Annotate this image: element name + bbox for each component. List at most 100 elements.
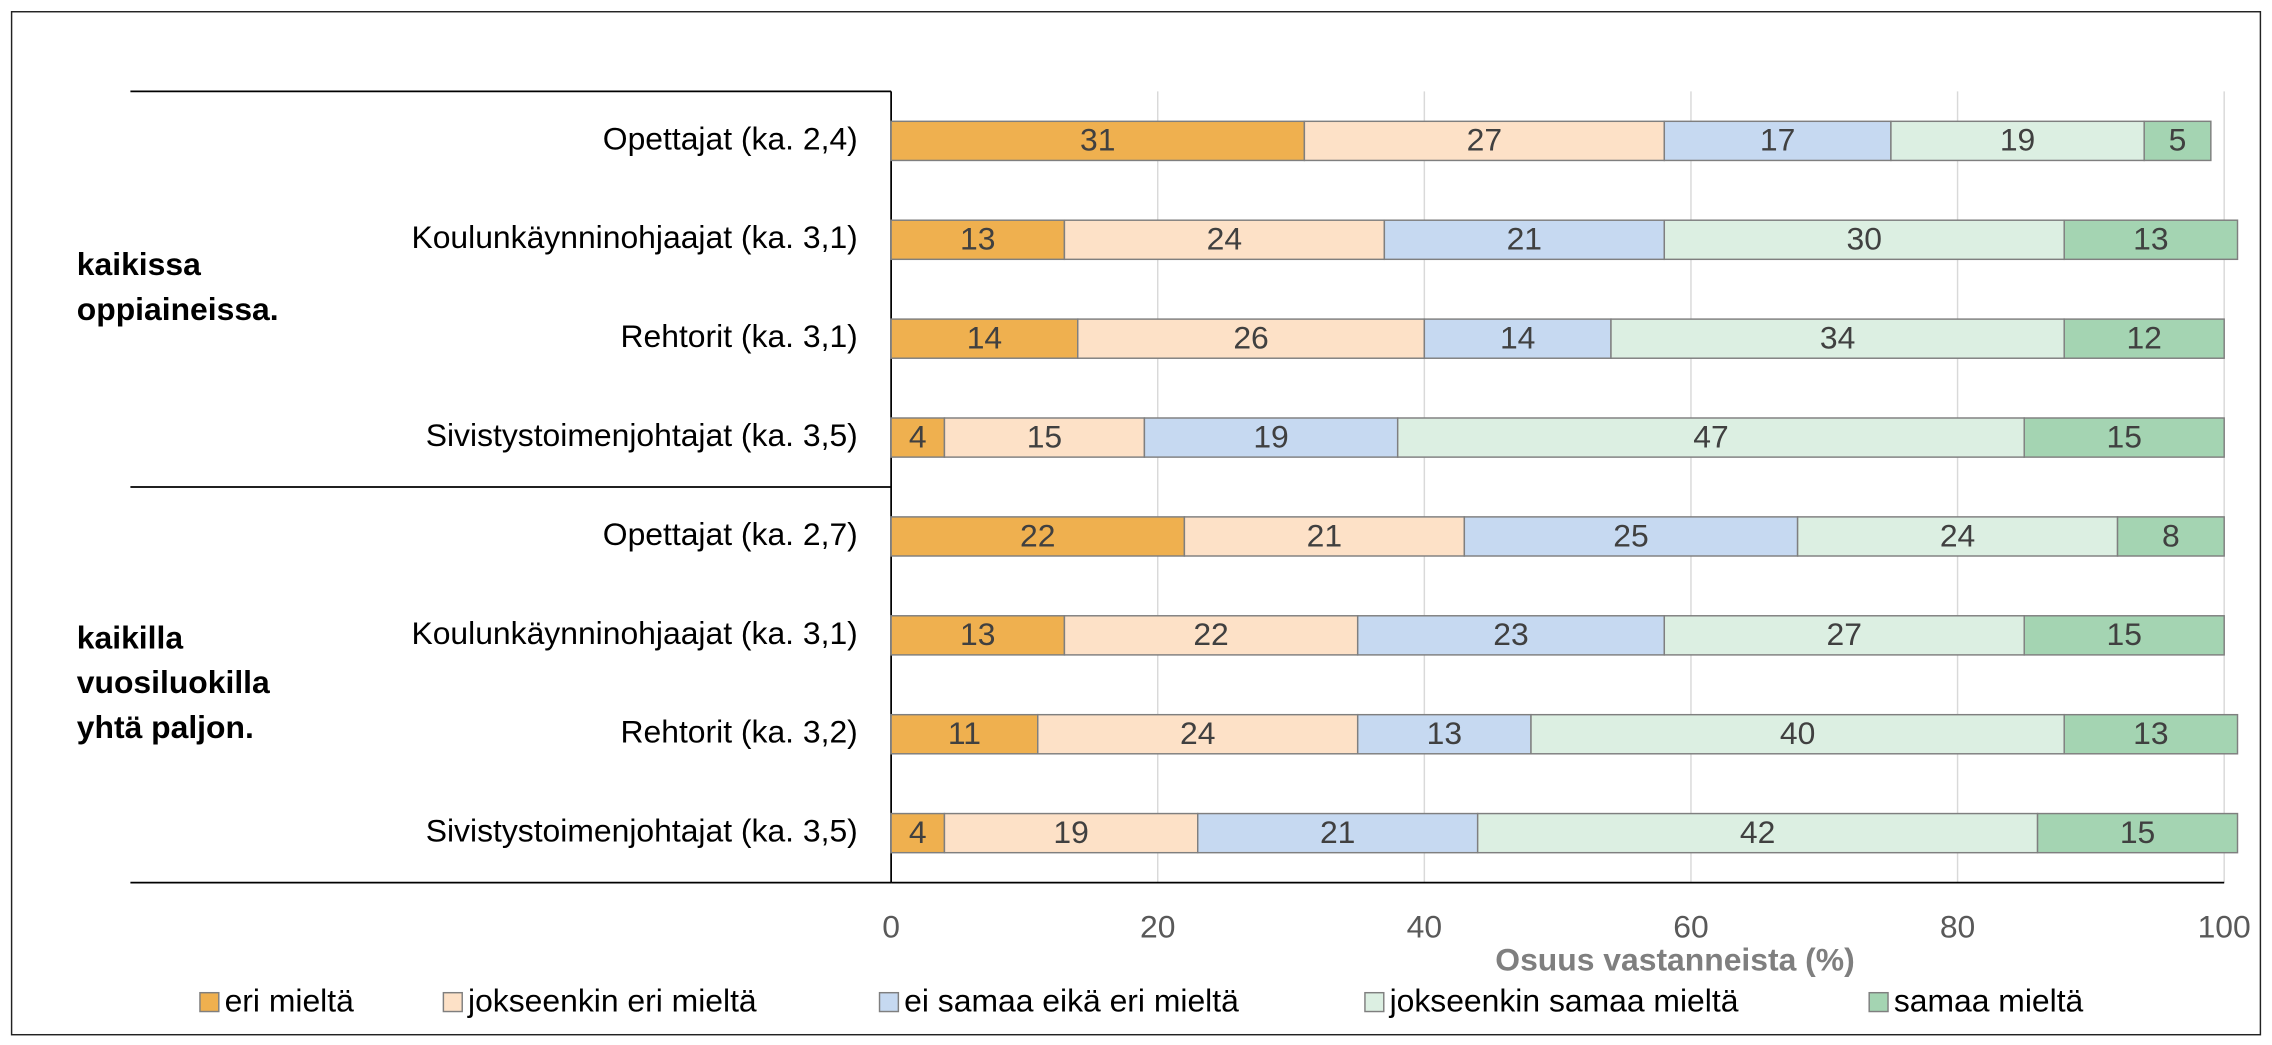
value-label: 13 [960, 616, 995, 652]
bar-segment [1890, 120, 2145, 162]
y-tick-label: Rehtorit (ka. 3,1) [621, 318, 858, 354]
bar-segment [1423, 318, 1612, 359]
value-label: 17 [1760, 122, 1795, 158]
value-label: 42 [1740, 814, 1775, 850]
value-label: 27 [1467, 122, 1502, 158]
bar-segment [2036, 812, 2239, 854]
legend-swatch [1868, 991, 1889, 1013]
y-tick-label: Rehtorit (ka. 3,2) [621, 714, 858, 750]
bar-segment [2023, 417, 2225, 458]
value-label: 14 [1500, 320, 1535, 356]
x-tick-label: 20 [1140, 908, 1175, 944]
value-label: 24 [1180, 715, 1215, 751]
bar-segment [2143, 120, 2212, 162]
value-label: 12 [2126, 320, 2161, 356]
bar-segment [2023, 615, 2225, 656]
value-label: 22 [1020, 517, 1055, 553]
y-tick-label: Opettajat (ka. 2,4) [603, 120, 858, 156]
value-label: 21 [1320, 814, 1355, 850]
bar-segment [1610, 318, 2065, 359]
bar-segment [1356, 615, 1666, 656]
value-label: 24 [1207, 221, 1242, 257]
y-tick-label: Opettajat (ka. 2,7) [603, 516, 858, 552]
value-label: 23 [1493, 616, 1528, 652]
bar-segment [2063, 713, 2239, 755]
legend-label: ei samaa eikä eri mieltä [904, 982, 1239, 1018]
value-label: 25 [1613, 517, 1648, 553]
value-label: 13 [2133, 715, 2168, 751]
bar-segment [890, 417, 946, 458]
bar-segment [2116, 516, 2225, 557]
x-axis-label: Osuus vastanneista (%) [1495, 942, 1854, 978]
value-label: 15 [2106, 418, 2141, 454]
group-label: vuosiluokilla [77, 664, 270, 700]
value-label: 4 [909, 418, 927, 454]
bar-segment [1663, 120, 1892, 162]
x-tick-label: 100 [2198, 908, 2251, 944]
bar-segment [1663, 219, 2065, 261]
x-tick-label: 60 [1673, 908, 1708, 944]
value-label: 15 [1027, 418, 1062, 454]
x-tick-label: 40 [1407, 908, 1442, 944]
value-label: 15 [2106, 616, 2141, 652]
bar-segment [890, 812, 946, 854]
y-tick-label: Sivistystoimenjohtajat (ka. 3,5) [426, 417, 858, 453]
bar-segment [1063, 219, 1386, 261]
legend-label: jokseenkin samaa mieltä [1389, 982, 1739, 1018]
bar-segment [1463, 516, 1799, 557]
value-label: 4 [909, 814, 927, 850]
bar-segment [890, 615, 1066, 656]
legend-label: samaa mieltä [1894, 982, 2084, 1018]
value-label: 22 [1193, 616, 1228, 652]
bar-segment [943, 417, 1146, 458]
bar-segment [890, 219, 1066, 261]
value-label: 19 [1053, 814, 1088, 850]
value-label: 27 [1827, 616, 1862, 652]
value-label: 11 [948, 715, 981, 751]
bar-segment [1303, 120, 1666, 162]
value-label: 13 [960, 221, 995, 257]
bar-segment [2063, 219, 2239, 261]
bar-segment [1197, 812, 1479, 854]
value-label: 30 [1847, 221, 1882, 257]
group-label: yhtä paljon. [77, 709, 254, 745]
bar-segment [1143, 417, 1399, 458]
y-tick-label: Sivistystoimenjohtajat (ka. 3,5) [426, 813, 858, 849]
value-label: 34 [1820, 320, 1855, 356]
x-tick-label: 80 [1940, 908, 1975, 944]
value-label: 31 [1080, 122, 1115, 158]
value-label: 8 [2162, 517, 2180, 553]
y-tick-label: Koulunkäynninohjaajat (ka. 3,1) [411, 615, 857, 651]
legend-swatch [1364, 991, 1385, 1013]
bar-segment [1663, 615, 2025, 656]
x-tick-label: 0 [882, 908, 900, 944]
value-label: 19 [1253, 418, 1288, 454]
bar-segment [1530, 713, 2065, 755]
value-label: 13 [1427, 715, 1462, 751]
y-tick-label: Koulunkäynninohjaajat (ka. 3,1) [411, 219, 857, 255]
value-label: 15 [2120, 814, 2155, 850]
bar-segment [1063, 615, 1359, 656]
value-label: 14 [967, 320, 1002, 356]
value-label: 26 [1233, 320, 1268, 356]
group-label: oppiaineissa. [77, 291, 279, 327]
bar-segment [890, 120, 1306, 162]
value-label: 47 [1693, 418, 1728, 454]
value-label: 5 [2169, 122, 2187, 158]
value-label: 21 [1507, 221, 1542, 257]
value-label: 19 [2000, 122, 2035, 158]
legend-swatch [442, 991, 463, 1013]
bar-segment [1037, 713, 1359, 755]
legend-label: jokseenkin eri mieltä [467, 982, 757, 1018]
bar-segment [2063, 318, 2225, 359]
bar-segment [1077, 318, 1426, 359]
legend-label: eri mieltä [225, 982, 355, 1018]
value-label: 13 [2133, 221, 2168, 257]
legend-swatch [199, 991, 220, 1013]
value-label: 24 [1940, 517, 1975, 553]
value-label: 21 [1307, 517, 1342, 553]
group-label: kaikissa [77, 246, 201, 282]
bar-segment [1396, 417, 2025, 458]
group-label: kaikilla [77, 619, 184, 655]
